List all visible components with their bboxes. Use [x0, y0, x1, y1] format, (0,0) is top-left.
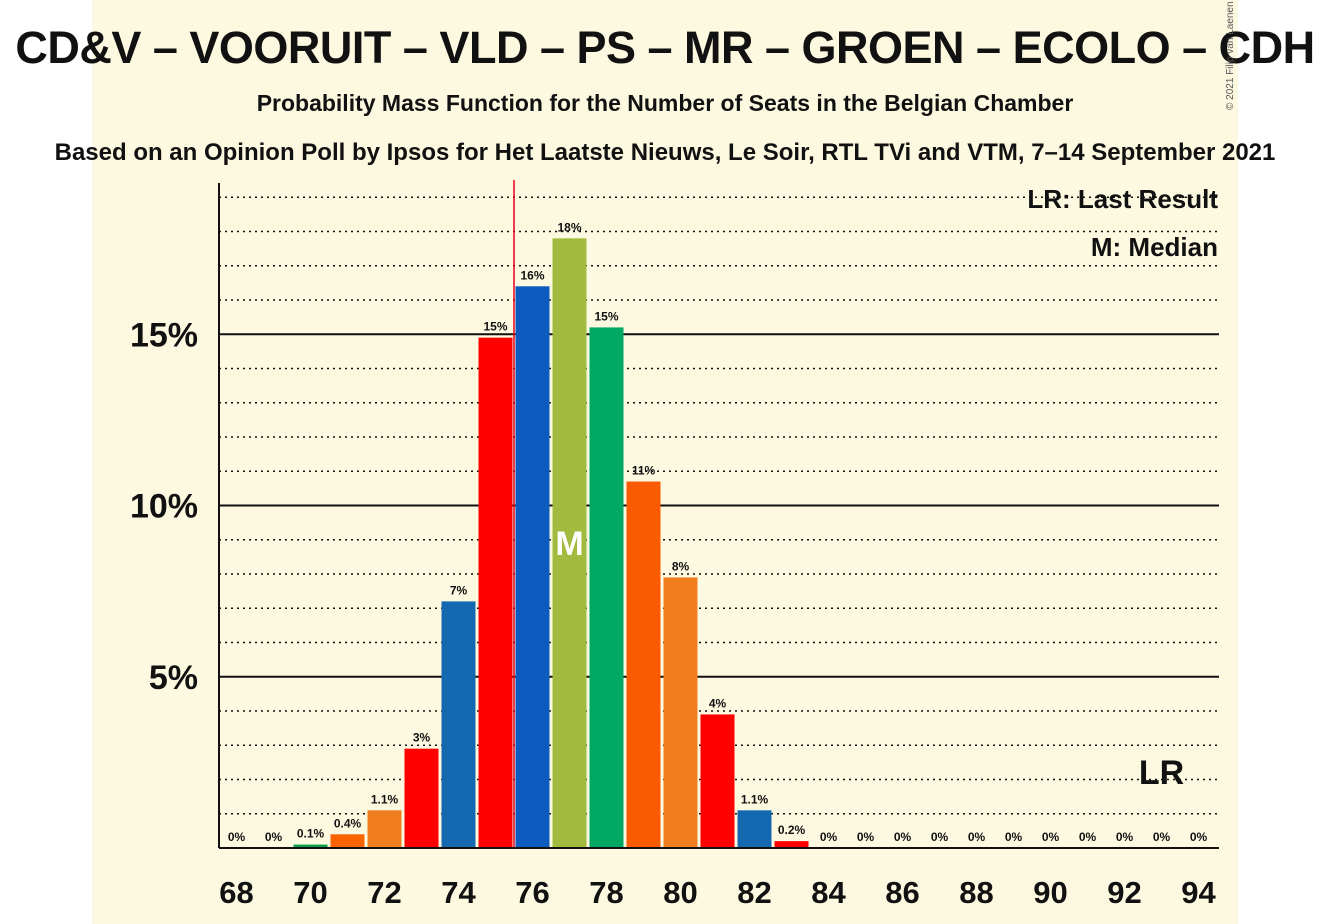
median-marker: M — [555, 525, 583, 563]
bar-80 — [663, 577, 698, 848]
x-axis-tick-labels: 68 70 72 74 76 78 80 82 84 86 88 90 92 94 — [219, 875, 1216, 910]
bar-label-87: 0% — [931, 830, 949, 844]
last-result-marker: LR — [1139, 754, 1184, 792]
bar-label-74: 7% — [450, 583, 468, 597]
x-tick-label: 84 — [811, 875, 846, 910]
bar-label-81: 4% — [709, 696, 727, 710]
x-tick-label: 70 — [293, 875, 327, 910]
legend-median: M: Median — [1090, 232, 1218, 262]
bar-label-88: 0% — [968, 830, 986, 844]
bar-78 — [589, 327, 624, 848]
bar-label-71: 0.4% — [334, 816, 362, 830]
x-tick-label: 94 — [1181, 875, 1216, 910]
x-tick-label: 78 — [589, 875, 623, 910]
x-tick-label: 92 — [1107, 875, 1141, 910]
legend-last-result: LR: Last Result — [1027, 184, 1218, 214]
chart-title: CD&V – VOORUIT – VLD – PS – MR – GROEN –… — [15, 22, 1315, 73]
bar-76 — [515, 286, 550, 848]
bar-label-72: 1.1% — [371, 792, 399, 806]
bar-label-69: 0% — [265, 830, 283, 844]
x-tick-label: 80 — [663, 875, 697, 910]
bar-74 — [441, 601, 476, 848]
y-tick-label: 5% — [149, 659, 198, 697]
bar-75 — [478, 337, 513, 848]
chart-subtitle: Probability Mass Function for the Number… — [256, 90, 1074, 116]
bar-label-91: 0% — [1079, 830, 1097, 844]
bar-82 — [737, 810, 772, 848]
bar-label-73: 3% — [413, 731, 431, 745]
bar-label-70: 0.1% — [297, 827, 325, 841]
x-tick-label: 86 — [885, 875, 919, 910]
bar-label-76: 16% — [520, 268, 544, 282]
y-tick-label: 15% — [130, 316, 198, 354]
y-tick-label: 10% — [130, 488, 198, 526]
x-tick-label: 72 — [367, 875, 401, 910]
bar-label-82: 1.1% — [741, 792, 769, 806]
bar-label-90: 0% — [1042, 830, 1060, 844]
x-tick-label: 74 — [441, 875, 476, 910]
bar-73 — [404, 748, 439, 848]
bar-label-94: 0% — [1190, 830, 1208, 844]
bar-77 — [552, 238, 587, 849]
x-tick-label: 88 — [959, 875, 993, 910]
bar-label-68: 0% — [228, 830, 246, 844]
bar-label-89: 0% — [1005, 830, 1023, 844]
bar-label-77: 18% — [557, 220, 581, 234]
bar-label-80: 8% — [672, 559, 690, 573]
bar-label-85: 0% — [857, 830, 875, 844]
x-tick-label: 76 — [515, 875, 549, 910]
bar-70 — [293, 844, 328, 848]
bar-label-92: 0% — [1116, 830, 1134, 844]
bar-label-79: 11% — [632, 464, 656, 478]
bar-83 — [774, 841, 809, 848]
y-axis-tick-labels: 5% 10% 15% — [130, 316, 198, 697]
bar-label-75: 15% — [483, 320, 507, 334]
bar-value-labels: 0% 0% 0.1% 0.4% 1.1% 3% 7% 15% 16% 18% 15% 11% 8% 4% 1… — [228, 220, 1208, 844]
x-tick-label: 82 — [737, 875, 771, 910]
bar-72 — [367, 810, 402, 848]
bar-79 — [626, 481, 661, 848]
bar-label-83: 0.2% — [778, 823, 806, 837]
bar-label-78: 15% — [594, 309, 618, 323]
bar-label-93: 0% — [1153, 830, 1171, 844]
markers: M LR — [513, 180, 1184, 848]
x-tick-label: 68 — [219, 875, 253, 910]
bar-81 — [700, 714, 735, 848]
bar-71 — [330, 834, 365, 848]
bar-label-84: 0% — [820, 830, 838, 844]
x-tick-label: 90 — [1033, 875, 1067, 910]
bar-label-86: 0% — [894, 830, 912, 844]
chart-source: Based on an Opinion Poll by Ipsos for He… — [54, 139, 1276, 166]
bars — [293, 238, 809, 849]
